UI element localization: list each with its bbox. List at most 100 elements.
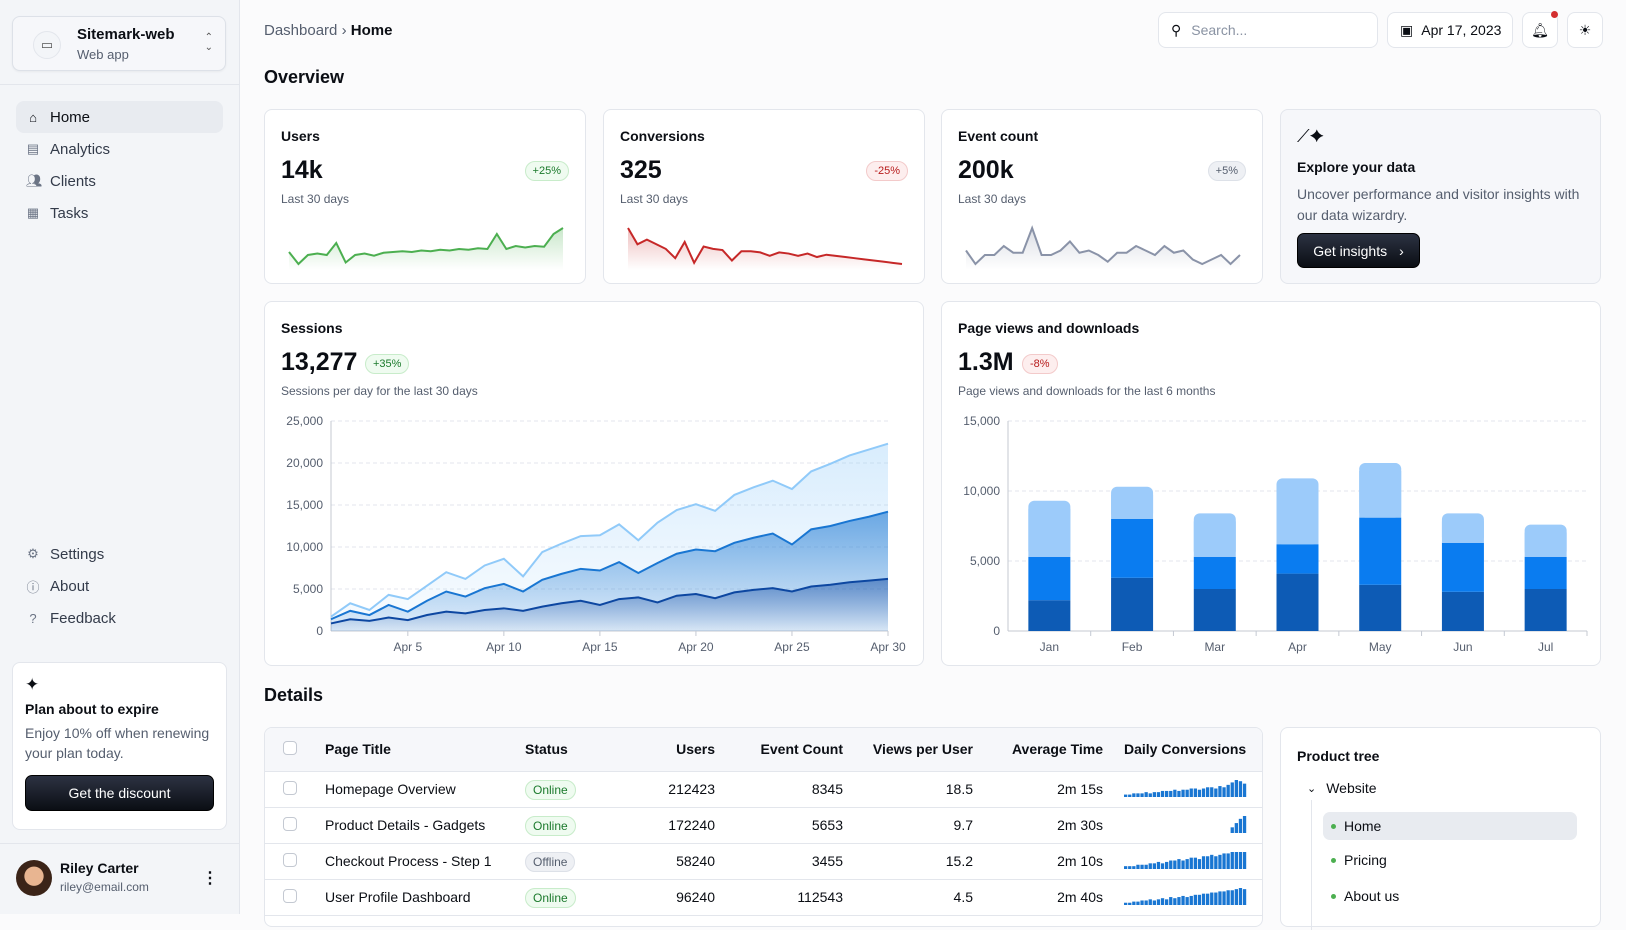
dot-icon [1331, 857, 1336, 863]
details-title: Details [264, 685, 324, 705]
daily-conversions-sparkbar [1124, 887, 1247, 905]
spark-bar [1206, 893, 1210, 905]
sidebar-item-feedback[interactable]: ? Feedback [16, 602, 223, 634]
spark-bar [1234, 851, 1238, 869]
chart-subtitle: Page views and downloads for the last 6 … [958, 384, 1216, 398]
notifications-button[interactable]: 🔔︎ [1522, 11, 1558, 48]
label: Website [1326, 780, 1377, 796]
y-tick-label: 10,000 [286, 540, 323, 554]
sparkline [965, 225, 1241, 270]
spark-bar [1222, 890, 1226, 905]
area-fill [331, 578, 888, 631]
x-tick-label: Jul [1538, 640, 1553, 654]
row-checkbox[interactable] [283, 852, 297, 867]
bar-segment [1524, 556, 1567, 589]
spark-bar [1238, 851, 1243, 869]
cell-users: 212423 [625, 771, 715, 808]
avatar[interactable] [16, 860, 52, 896]
tree-item-pricing[interactable]: Pricing [1331, 852, 1387, 868]
spark-bar [1234, 888, 1238, 905]
sidebar-item-settings[interactable]: ⚙ Settings [16, 538, 223, 570]
tree-item-home[interactable]: Home [1323, 812, 1577, 840]
spark-bar [1156, 898, 1161, 905]
spark-bar [1193, 894, 1197, 905]
label: Clients [50, 172, 96, 190]
status-badge: Offline [525, 852, 576, 872]
date-picker-button[interactable]: ▣ Apr 17, 2023 [1387, 12, 1513, 48]
col-users[interactable]: Users [625, 728, 715, 772]
more-vert-icon[interactable]: ⋮ [202, 870, 218, 887]
row-checkbox[interactable] [283, 816, 297, 831]
table-row[interactable]: User Profile Dashboard Online 96240 1125… [265, 879, 1262, 916]
spark-bar [1185, 858, 1189, 869]
trend-badge: +5% [1207, 161, 1246, 181]
label: Settings [50, 545, 105, 563]
col-daily-conversions[interactable]: Daily Conversions [1103, 728, 1262, 772]
sidebar-item-analytics[interactable]: ▤ Analytics [16, 133, 223, 165]
table-row[interactable]: Checkout Process - Step 1 Offline 58240 … [265, 843, 1262, 880]
col-page-title[interactable]: Page Title [325, 728, 525, 772]
sparkline-line [627, 227, 903, 266]
row-checkbox[interactable] [283, 888, 297, 903]
y-tick-label: 15,000 [286, 498, 323, 512]
status-badge: Online [525, 888, 576, 908]
bar-segment-fill [1193, 521, 1236, 557]
row-checkbox[interactable] [283, 780, 297, 795]
bar-segment [1359, 517, 1402, 585]
breadcrumb-dashboard[interactable]: Dashboard [264, 22, 338, 39]
spark-bar [1132, 901, 1136, 905]
calendar-icon: ▣ [1400, 21, 1414, 38]
spark-bar [1242, 815, 1247, 833]
table-row[interactable]: Homepage Overview Online 212423 8345 18.… [265, 771, 1262, 808]
plan-card: ✦ Plan about to expire Enjoy 10% off whe… [12, 662, 227, 830]
y-tick-label: 5,000 [970, 554, 1000, 568]
col-event-count[interactable]: Event Count [715, 728, 843, 772]
search-input[interactable]: ⚲ Search... [1158, 12, 1378, 48]
col-average-time[interactable]: Average Time [973, 728, 1103, 772]
tree-item-about-us[interactable]: About us [1331, 888, 1399, 904]
spark-bar [1177, 790, 1181, 797]
spark-bar [1214, 855, 1218, 869]
spark-bar [1136, 792, 1140, 797]
y-tick-label: 5,000 [293, 582, 323, 596]
spark-bar [1160, 897, 1165, 905]
spark-bar [1206, 786, 1210, 797]
tree-guide [1311, 800, 1312, 930]
spark-bar [1193, 788, 1197, 797]
spark-bar [1238, 887, 1243, 905]
spark-bar [1173, 789, 1177, 797]
theme-toggle-button[interactable]: ☀ [1567, 12, 1603, 48]
sidebar-item-about[interactable]: ⓘ About [16, 570, 223, 602]
y-tick-label: 10,000 [963, 484, 1000, 498]
col-status[interactable]: Status [525, 728, 625, 772]
tree-item-website[interactable]: ⌄ Website [1307, 780, 1377, 796]
spark-bar [1165, 861, 1169, 869]
spark-bar [1160, 862, 1165, 869]
spark-bar [1234, 779, 1238, 797]
spark-bar [1144, 899, 1148, 905]
sidebar-item-tasks[interactable]: ▦ Tasks [16, 197, 223, 229]
spark-bar [1242, 783, 1247, 797]
spark-bar [1210, 786, 1214, 797]
stat-card: Conversions 325 -25% Last 30 days [603, 109, 925, 284]
get-insights-button[interactable]: Get insights › [1297, 233, 1420, 268]
status-badge: Online [525, 816, 576, 836]
sessions-card: Sessions 13,277 +35% Sessions per day fo… [264, 301, 924, 666]
spark-bar [1156, 861, 1161, 869]
spark-bar [1144, 864, 1148, 869]
sidebar-item-home[interactable]: ⌂ Home [16, 101, 223, 133]
col-views-per-user[interactable]: Views per User [843, 728, 973, 772]
details-table: Page Title Status Users Event Count View… [264, 727, 1263, 927]
label: Home [50, 108, 91, 126]
select-all-checkbox[interactable] [283, 740, 297, 755]
spark-bar [1132, 865, 1136, 869]
table-row[interactable]: Product Details - Gadgets Online 172240 … [265, 807, 1262, 844]
daily-conversions-sparkbar [1124, 779, 1247, 797]
notification-dot [1551, 11, 1558, 18]
app-selector[interactable]: ▭ Sitemark-web Web app ⌃ ⌄ [12, 16, 226, 71]
sidebar-item-clients[interactable]: 👥︎ Clients [16, 165, 223, 197]
spark-bar [1226, 784, 1230, 797]
chevron-down-icon: ⌄ [1307, 782, 1317, 795]
get-discount-button[interactable]: Get the discount [25, 775, 214, 811]
date-label: Apr 17, 2023 [1421, 22, 1502, 38]
